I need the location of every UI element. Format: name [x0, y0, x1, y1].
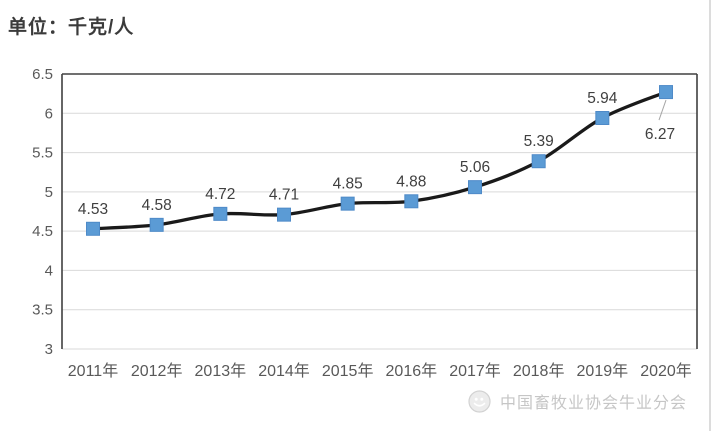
line-chart-canvas: 3 3.5 4 4.5 5 5.5 6 6.5 2011年 2012年 2013年 2014年 2015… — [32, 66, 698, 380]
x-tick-label: 2018年 — [513, 362, 565, 380]
data-point-marker — [468, 180, 482, 195]
data-point-marker — [404, 194, 419, 209]
data-point-marker — [531, 154, 546, 169]
data-point-marker — [277, 207, 291, 222]
watermark-text: 中国畜牧业协会牛业分会 — [500, 395, 688, 412]
x-tick-label: 2013年 — [195, 362, 247, 380]
data-label: 4.71 — [269, 187, 299, 204]
data-point-marker — [595, 111, 610, 125]
window-edge-line — [709, 0, 711, 431]
data-label: 4.72 — [205, 186, 235, 203]
data-label: 5.94 — [587, 90, 618, 107]
y-tick-label: 4.5 — [32, 223, 53, 240]
data-label: 6.27 — [645, 126, 675, 143]
x-tick-label: 2012年 — [131, 362, 183, 380]
data-label: 4.88 — [396, 173, 426, 190]
x-tick-label: 2017年 — [449, 362, 501, 380]
data-point-marker — [340, 196, 355, 211]
y-tick-label: 4 — [45, 262, 53, 279]
y-tick-label: 6.5 — [32, 66, 53, 83]
y-tick-label: 6 — [45, 105, 53, 122]
data-label: 5.06 — [460, 159, 490, 176]
line-chart: 3 3.5 4 4.5 5 5.5 6 6.5 2011年 2012年 2013年 2014年 2015… — [32, 66, 698, 380]
data-label: 4.58 — [142, 197, 172, 214]
wechat-logo-icon — [468, 389, 491, 413]
data-label: 4.53 — [78, 201, 108, 218]
y-tick-label: 3.5 — [32, 302, 53, 319]
data-point-marker — [213, 206, 228, 221]
y-tick-label: 3 — [45, 341, 53, 358]
data-point-marker — [149, 217, 164, 232]
data-point-marker — [86, 221, 100, 236]
x-tick-label: 2016年 — [386, 362, 438, 380]
data-point-marker — [659, 85, 673, 100]
data-label: 5.39 — [524, 133, 554, 150]
x-tick-label: 2020年 — [640, 362, 692, 380]
x-tick-label: 2015年 — [322, 362, 374, 380]
data-label-leader-line — [658, 99, 667, 121]
x-tick-label: 2011年 — [68, 362, 118, 380]
x-tick-label: 2014年 — [258, 362, 310, 380]
x-tick-label: 2019年 — [577, 362, 629, 380]
watermark-footer: 中国畜牧业协会牛业分会 — [468, 386, 687, 416]
series-line — [91, 90, 668, 231]
chart-unit-label: 单位：千克/人 — [8, 17, 135, 38]
y-tick-label: 5 — [45, 184, 53, 201]
y-tick-label: 5.5 — [32, 145, 53, 162]
data-label: 4.85 — [333, 176, 363, 193]
